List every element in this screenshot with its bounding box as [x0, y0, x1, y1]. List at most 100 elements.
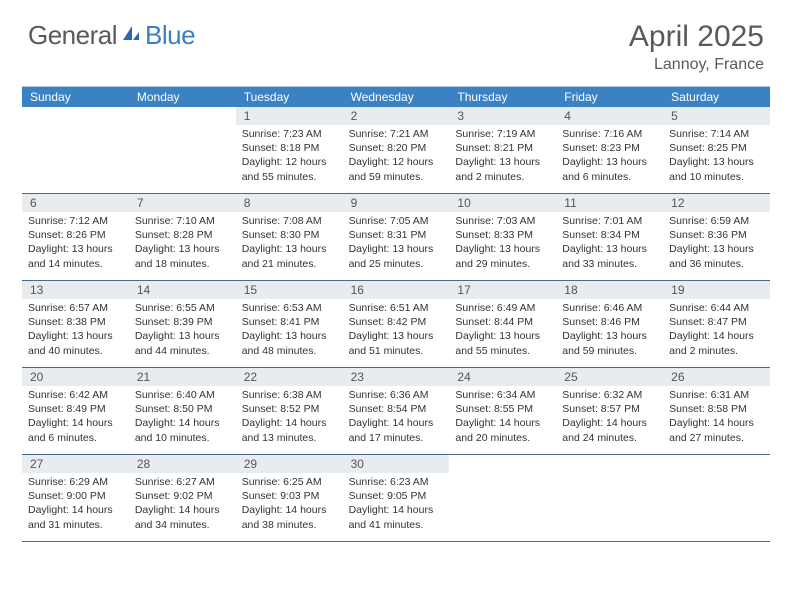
cell-body: Sunrise: 7:08 AMSunset: 8:30 PMDaylight:… — [236, 212, 343, 275]
sunrise-text: Sunrise: 6:55 AM — [135, 301, 230, 315]
sunset-text: Sunset: 8:54 PM — [349, 402, 444, 416]
calendar-cell: 11Sunrise: 7:01 AMSunset: 8:34 PMDayligh… — [556, 194, 663, 280]
daylight-text: Daylight: 13 hours and 59 minutes. — [562, 329, 657, 357]
calendar-cell: 23Sunrise: 6:36 AMSunset: 8:54 PMDayligh… — [343, 368, 450, 454]
calendar-cell: 25Sunrise: 6:32 AMSunset: 8:57 PMDayligh… — [556, 368, 663, 454]
day-number: 20 — [22, 368, 129, 386]
day-number: 14 — [129, 281, 236, 299]
calendar-cell: 15 Sunrise: 6:53 AMSunset: 8:41 PMDayligh… — [236, 281, 343, 367]
cell-body: Sunrise: 7:14 AMSunset: 8:25 PMDaylight:… — [663, 125, 770, 188]
sunset-text: Sunset: 9:02 PM — [135, 489, 230, 503]
day-number: 30 — [343, 455, 450, 473]
sunrise-text: Sunrise: 6:46 AM — [562, 301, 657, 315]
calendar-cell: 12Sunrise: 6:59 AMSunset: 8:36 PMDayligh… — [663, 194, 770, 280]
daylight-text: Daylight: 14 hours and 27 minutes. — [669, 416, 764, 444]
calendar-cell: 17Sunrise: 6:49 AMSunset: 8:44 PMDayligh… — [449, 281, 556, 367]
daylight-text: Daylight: 14 hours and 10 minutes. — [135, 416, 230, 444]
daylight-text: Daylight: 13 hours and 40 minutes. — [28, 329, 123, 357]
cell-body: Sunrise: 7:21 AMSunset: 8:20 PMDaylight:… — [343, 125, 450, 188]
day-number: 3 — [449, 107, 556, 125]
daylight-text: Daylight: 13 hours and 48 minutes. — [242, 329, 337, 357]
sunset-text: Sunset: 8:47 PM — [669, 315, 764, 329]
sunrise-text: Sunrise: 7:23 AM — [242, 127, 337, 141]
calendar-week: 13Sunrise: 6:57 AMSunset: 8:38 PMDayligh… — [22, 281, 770, 368]
sunset-text: Sunset: 8:38 PM — [28, 315, 123, 329]
calendar-cell — [449, 455, 556, 541]
sunset-text: Sunset: 8:49 PM — [28, 402, 123, 416]
daylight-text: Daylight: 13 hours and 29 minutes. — [455, 242, 550, 270]
sunset-text: Sunset: 9:00 PM — [28, 489, 123, 503]
sunrise-text: Sunrise: 7:05 AM — [349, 214, 444, 228]
cell-body: Sunrise: 6:42 AMSunset: 8:49 PMDaylight:… — [22, 386, 129, 449]
calendar-grid: Sunday Monday Tuesday Wednesday Thursday… — [22, 86, 770, 542]
brand-part2: Blue — [145, 20, 195, 51]
sunset-text: Sunset: 8:46 PM — [562, 315, 657, 329]
calendar-cell: 2Sunrise: 7:21 AMSunset: 8:20 PMDaylight… — [343, 107, 450, 193]
calendar-cell: 30Sunrise: 6:23 AMSunset: 9:05 PMDayligh… — [343, 455, 450, 541]
sunrise-text: Sunrise: 6:40 AM — [135, 388, 230, 402]
sunrise-text: Sunrise: 6:49 AM — [455, 301, 550, 315]
day-number: 10 — [449, 194, 556, 212]
daylight-text: Daylight: 14 hours and 34 minutes. — [135, 503, 230, 531]
sunrise-text: Sunrise: 7:21 AM — [349, 127, 444, 141]
calendar-cell — [663, 455, 770, 541]
daylight-text: Daylight: 14 hours and 17 minutes. — [349, 416, 444, 444]
day-number: 21 — [129, 368, 236, 386]
daylight-text: Daylight: 13 hours and 44 minutes. — [135, 329, 230, 357]
daylight-text: Daylight: 14 hours and 31 minutes. — [28, 503, 123, 531]
daylight-text: Daylight: 13 hours and 10 minutes. — [669, 155, 764, 183]
sunrise-text: Sunrise: 7:12 AM — [28, 214, 123, 228]
sunset-text: Sunset: 8:34 PM — [562, 228, 657, 242]
cell-body: Sunrise: 6:59 AMSunset: 8:36 PMDaylight:… — [663, 212, 770, 275]
cell-body: Sunrise: 7:05 AMSunset: 8:31 PMDaylight:… — [343, 212, 450, 275]
sunrise-text: Sunrise: 6:53 AM — [242, 301, 337, 315]
calendar-cell: 21 Sunrise: 6:40 AMSunset: 8:50 PMDayligh… — [129, 368, 236, 454]
daylight-text: Daylight: 14 hours and 6 minutes. — [28, 416, 123, 444]
sunset-text: Sunset: 8:41 PM — [242, 315, 337, 329]
daylight-text: Daylight: 13 hours and 21 minutes. — [242, 242, 337, 270]
sunset-text: Sunset: 9:05 PM — [349, 489, 444, 503]
sunset-text: Sunset: 9:03 PM — [242, 489, 337, 503]
day-number: 25 — [556, 368, 663, 386]
calendar-cell: 20Sunrise: 6:42 AMSunset: 8:49 PMDayligh… — [22, 368, 129, 454]
calendar-cell: 3Sunrise: 7:19 AMSunset: 8:21 PMDaylight… — [449, 107, 556, 193]
sunrise-text: Sunrise: 6:42 AM — [28, 388, 123, 402]
day-number: 6 — [22, 194, 129, 212]
sunset-text: Sunset: 8:23 PM — [562, 141, 657, 155]
calendar-cell — [129, 107, 236, 193]
calendar-cell: 27Sunrise: 6:29 AMSunset: 9:00 PMDayligh… — [22, 455, 129, 541]
sunrise-text: Sunrise: 7:10 AM — [135, 214, 230, 228]
day-number: 27 — [22, 455, 129, 473]
calendar-cell: 14 Sunrise: 6:55 AMSunset: 8:39 PMDayligh… — [129, 281, 236, 367]
sunrise-text: Sunrise: 7:03 AM — [455, 214, 550, 228]
cell-body: Sunrise: 6:25 AMSunset: 9:03 PMDaylight:… — [236, 473, 343, 536]
cell-body: Sunrise: 6:51 AMSunset: 8:42 PMDaylight:… — [343, 299, 450, 362]
sunrise-text: Sunrise: 7:01 AM — [562, 214, 657, 228]
sunset-text: Sunset: 8:36 PM — [669, 228, 764, 242]
sunrise-text: Sunrise: 6:44 AM — [669, 301, 764, 315]
sunrise-text: Sunrise: 6:34 AM — [455, 388, 550, 402]
sunset-text: Sunset: 8:50 PM — [135, 402, 230, 416]
calendar-week: 20Sunrise: 6:42 AMSunset: 8:49 PMDayligh… — [22, 368, 770, 455]
day-number: 26 — [663, 368, 770, 386]
daylight-text: Daylight: 14 hours and 2 minutes. — [669, 329, 764, 357]
day-number: 28 — [129, 455, 236, 473]
calendar-cell: 5Sunrise: 7:14 AMSunset: 8:25 PMDaylight… — [663, 107, 770, 193]
cell-body: Sunrise: 7:03 AMSunset: 8:33 PMDaylight:… — [449, 212, 556, 275]
sunset-text: Sunset: 8:39 PM — [135, 315, 230, 329]
weekday-header: Monday — [129, 87, 236, 107]
day-number: 15 — [236, 281, 343, 299]
day-number: 18 — [556, 281, 663, 299]
calendar-cell: 4Sunrise: 7:16 AMSunset: 8:23 PMDaylight… — [556, 107, 663, 193]
day-number: 29 — [236, 455, 343, 473]
calendar-cell: 9Sunrise: 7:05 AMSunset: 8:31 PMDaylight… — [343, 194, 450, 280]
calendar-cell: 10Sunrise: 7:03 AMSunset: 8:33 PMDayligh… — [449, 194, 556, 280]
daylight-text: Daylight: 13 hours and 36 minutes. — [669, 242, 764, 270]
weekday-header: Sunday — [22, 87, 129, 107]
daylight-text: Daylight: 13 hours and 25 minutes. — [349, 242, 444, 270]
day-number: 7 — [129, 194, 236, 212]
sunrise-text: Sunrise: 6:25 AM — [242, 475, 337, 489]
day-number: 16 — [343, 281, 450, 299]
sunset-text: Sunset: 8:33 PM — [455, 228, 550, 242]
sunset-text: Sunset: 8:30 PM — [242, 228, 337, 242]
